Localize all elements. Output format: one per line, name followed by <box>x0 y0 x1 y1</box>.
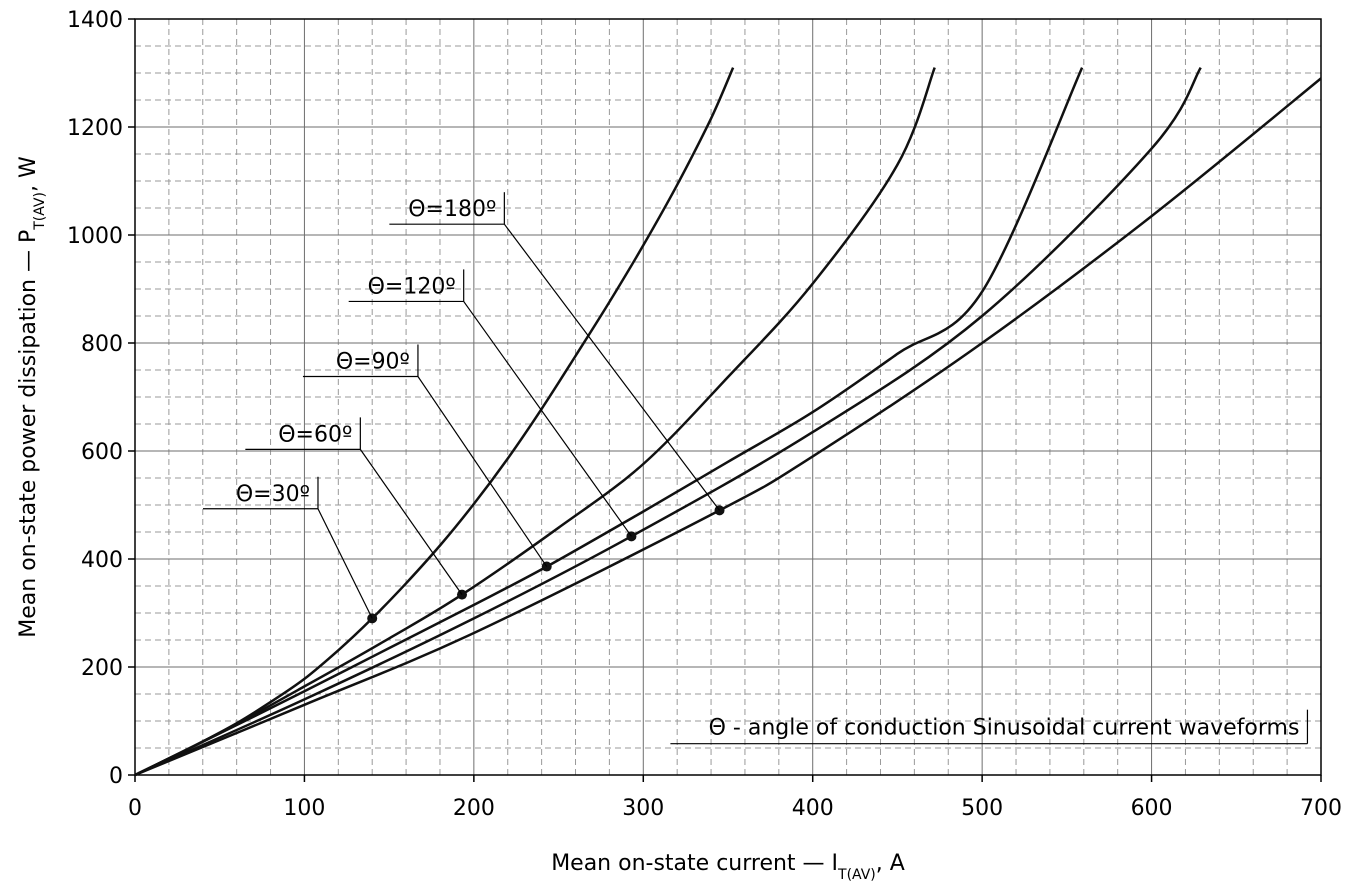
callout-leader-0 <box>317 508 373 619</box>
series-label-4: Θ=180º <box>408 197 496 222</box>
series-marker-4 <box>714 505 725 516</box>
callout-leader-2 <box>417 376 548 567</box>
callout-leader-1 <box>359 449 463 595</box>
axis-ticks: 0 100 200 300 400 500 600 700 0 200 400 600 800 1000 1… <box>67 8 1342 821</box>
series-line-3 <box>134 66 1202 777</box>
y-tick-label: 600 <box>81 440 123 465</box>
x-axis-title: Mean on-state current — IT(AV), A <box>551 851 905 883</box>
x-axis-title-main: Mean on-state current — I <box>551 851 838 876</box>
y-axis-title: Mean on-state power dissipation — PT(AV)… <box>16 156 48 638</box>
series-label-3: Θ=120º <box>368 274 456 299</box>
x-tick-label: 500 <box>961 796 1003 821</box>
x-tick-label: 0 <box>128 796 142 821</box>
x-axis-title-subscript: T(AV) <box>837 867 876 883</box>
y-tick-label: 1200 <box>67 116 123 141</box>
series-label-0: Θ=30º <box>236 482 310 507</box>
x-tick-label: 600 <box>1131 796 1173 821</box>
x-tick-label: 400 <box>792 796 834 821</box>
callout-leader-3 <box>463 301 632 537</box>
series-line-1 <box>134 67 936 777</box>
y-axis-title-main: Mean on-state power dissipation — P <box>16 230 41 638</box>
chart-note: Θ - angle of conduction Sinusoidal curre… <box>670 709 1309 745</box>
series-callouts: Θ=30º Θ=60º Θ=90º Θ=120º Θ=180º <box>202 192 721 619</box>
y-axis-title-subscript: T(AV) <box>32 192 48 231</box>
note-text: Θ - angle of conduction Sinusoidal curre… <box>709 716 1300 741</box>
plot-area-frame <box>134 18 1322 776</box>
series-line-2 <box>134 67 1084 777</box>
y-tick-label: 1000 <box>67 224 123 249</box>
callout-leader-4 <box>503 223 721 511</box>
series-label-2: Θ=90º <box>336 349 410 374</box>
series-label-1: Θ=60º <box>278 422 352 447</box>
x-tick-label: 700 <box>1300 796 1342 821</box>
x-tick-label: 300 <box>622 796 664 821</box>
y-tick-label: 400 <box>81 548 123 573</box>
series-lines <box>134 66 1322 777</box>
y-tick-label: 0 <box>109 764 123 789</box>
y-tick-label: 800 <box>81 332 123 357</box>
x-axis-title-suffix: , A <box>876 851 905 876</box>
y-tick-label: 200 <box>81 656 123 681</box>
x-tick-label: 100 <box>283 796 325 821</box>
series-line-4 <box>134 77 1322 777</box>
x-tick-label: 200 <box>453 796 495 821</box>
y-axis-title-suffix: , W <box>16 156 41 192</box>
y-tick-label: 1400 <box>67 8 123 33</box>
